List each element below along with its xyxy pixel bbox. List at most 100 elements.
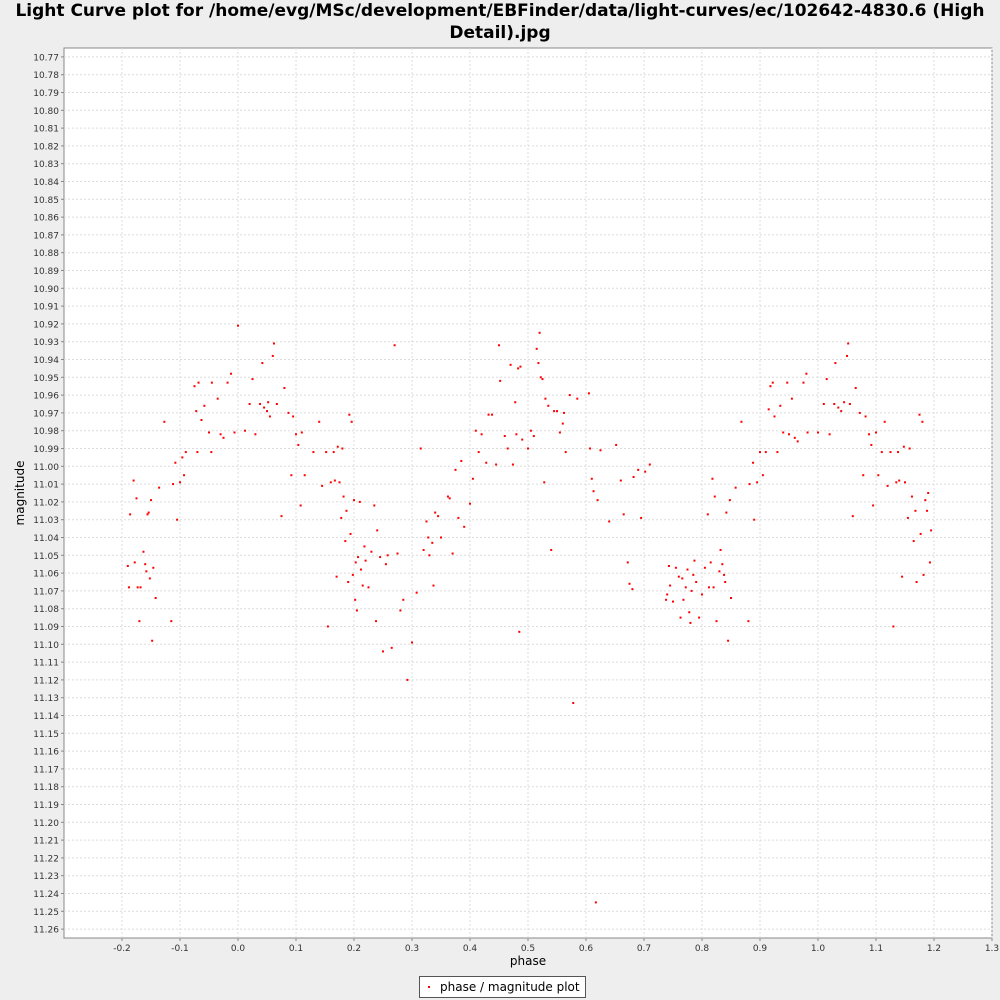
data-point [843, 401, 846, 404]
y-tick-label: 10.89 [33, 267, 59, 277]
data-point [511, 463, 514, 466]
y-tick-label: 11.01 [33, 481, 59, 491]
data-point [518, 630, 521, 633]
data-point [340, 516, 343, 519]
data-point [375, 620, 378, 623]
data-point [451, 552, 454, 555]
data-point [828, 433, 831, 436]
data-point [158, 486, 161, 489]
data-point [594, 901, 597, 904]
data-point [918, 413, 921, 416]
data-point [503, 435, 506, 438]
data-point [509, 363, 512, 366]
data-point [892, 625, 895, 628]
data-point [514, 401, 517, 404]
data-point [237, 324, 239, 327]
data-point [251, 378, 254, 381]
y-tick-label: 11.15 [33, 730, 59, 740]
data-point [793, 436, 796, 439]
data-point [138, 620, 141, 623]
data-point [136, 586, 139, 589]
y-tick-label: 10.85 [33, 196, 59, 206]
data-point [359, 568, 362, 571]
data-point [519, 365, 522, 368]
data-point [181, 456, 184, 459]
data-point [146, 513, 149, 516]
data-point [902, 445, 905, 448]
data-point [142, 550, 145, 553]
y-tick-label: 10.92 [33, 320, 59, 330]
data-point [692, 573, 695, 576]
data-point [132, 479, 135, 482]
y-tick-label: 11.20 [33, 819, 59, 829]
data-point [709, 561, 712, 564]
data-point [432, 584, 435, 587]
data-point [713, 495, 716, 498]
data-point [263, 406, 266, 409]
data-point [895, 481, 898, 484]
y-tick-label: 11.18 [33, 783, 59, 793]
data-point [336, 445, 339, 448]
data-point [725, 511, 728, 514]
data-point [701, 593, 703, 596]
data-point [537, 362, 540, 365]
y-tick-label: 10.78 [33, 71, 59, 81]
data-point [637, 468, 640, 471]
y-tick-label: 10.94 [33, 356, 59, 366]
data-point [728, 499, 731, 502]
data-point [382, 650, 384, 653]
data-point [521, 438, 524, 441]
x-tick-label: 0.1 [289, 944, 303, 954]
data-point [283, 386, 286, 389]
y-tick-label: 10.93 [33, 338, 59, 348]
data-point [469, 502, 471, 505]
x-tick-label: 0.9 [753, 944, 768, 954]
x-tick-label: 0.5 [521, 944, 535, 954]
data-point [858, 411, 861, 414]
data-point [195, 410, 198, 413]
y-tick-label: 11.10 [33, 641, 59, 651]
data-point [910, 495, 913, 498]
y-tick-label: 11.12 [33, 676, 59, 686]
data-point [532, 435, 535, 438]
data-point [344, 540, 347, 543]
data-point [669, 584, 672, 587]
data-point [197, 381, 200, 384]
data-point [864, 415, 867, 418]
data-point [769, 385, 772, 388]
data-point [126, 564, 129, 567]
grid-lines [64, 48, 993, 938]
data-point [474, 429, 477, 432]
data-point [644, 470, 647, 473]
data-point [477, 451, 480, 454]
x-tick-label: 0.3 [405, 944, 419, 954]
data-point [203, 404, 206, 407]
y-tick-label: 11.04 [33, 534, 59, 544]
data-point [752, 461, 755, 464]
data-point [437, 515, 440, 518]
data-point [133, 561, 136, 564]
data-point [338, 481, 341, 484]
y-tick-label: 11.22 [33, 854, 59, 864]
y-tick-label: 11.08 [33, 605, 59, 615]
data-point [759, 451, 761, 454]
data-point [292, 415, 295, 418]
x-axis-label: phase [510, 954, 546, 968]
data-point [727, 639, 730, 642]
x-tick-label: 0.6 [579, 944, 594, 954]
y-tick-label: 10.91 [33, 303, 59, 313]
data-point [640, 516, 643, 519]
data-point [930, 529, 933, 532]
data-point [773, 415, 776, 418]
data-point [897, 451, 900, 454]
y-tick-label: 11.13 [33, 694, 59, 704]
data-point [361, 584, 364, 587]
data-point [682, 598, 685, 601]
data-point [425, 520, 428, 523]
data-point [379, 556, 382, 559]
data-point [928, 561, 931, 564]
data-point [230, 372, 233, 375]
data-point [350, 420, 353, 423]
data-point [363, 545, 366, 548]
